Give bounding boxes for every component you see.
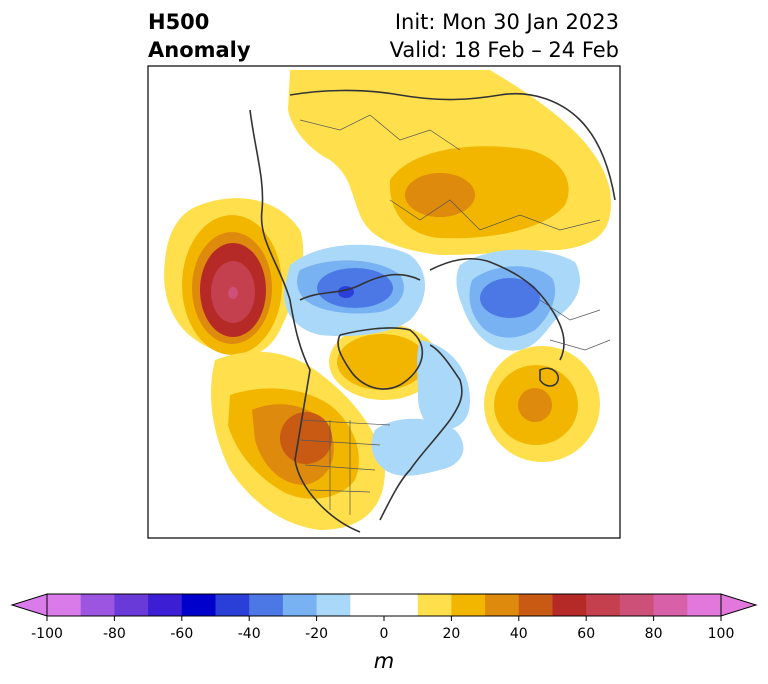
init-date: Init: Mon 30 Jan 2023	[394, 10, 619, 34]
colorbar-segment	[114, 594, 149, 616]
colorbar-ticks: -100 -80 -60 -40 -20 0 20 40 60 80 100	[31, 616, 734, 642]
colorbar-tick-label: -100	[31, 626, 63, 642]
colorbar-segment	[619, 594, 655, 616]
map-dates: Init: Mon 30 Jan 2023 Valid: 18 Feb – 24…	[390, 8, 619, 64]
map-frame	[147, 65, 621, 539]
colorbar-segment	[552, 594, 587, 616]
colorbar-tick-label: -80	[103, 626, 126, 642]
colorbar-segment	[417, 594, 452, 616]
anomaly-gulf-of-alaska	[164, 198, 304, 356]
colorbar-segment	[282, 594, 318, 616]
colorbar-segment	[47, 594, 82, 616]
colorbar-tick-label: -60	[170, 626, 193, 642]
title-line-2: Anomaly	[148, 38, 251, 62]
anomaly-north-atlantic	[484, 346, 600, 462]
colorbar-segment	[451, 594, 486, 616]
anomaly-canadian-arctic	[284, 244, 425, 337]
colorbar-segment	[249, 594, 284, 616]
colorbar-segment	[653, 594, 688, 616]
colorbar-segment	[181, 594, 216, 616]
anomaly-hudson-bay	[329, 324, 439, 400]
coastlines	[249, 89, 616, 533]
colorbar-unit: m	[374, 649, 394, 673]
colorbar-segment	[350, 594, 419, 616]
colorbar-segments	[10, 593, 758, 617]
colorbar-segment	[316, 594, 351, 616]
colorbar-segment	[148, 594, 183, 616]
colorbar-segment	[215, 594, 250, 616]
colorbar-tick-label: 100	[708, 626, 735, 642]
colorbar-tick-label: 60	[577, 626, 595, 642]
map-panel	[148, 66, 620, 538]
colorbar-segment	[485, 594, 520, 616]
colorbar-tick-label: 0	[380, 626, 389, 642]
valid-range: Valid: 18 Feb – 24 Feb	[389, 38, 619, 62]
colorbar-segment	[687, 594, 722, 616]
political-borders	[299, 114, 611, 515]
colorbar-segment	[518, 594, 553, 616]
colorbar-tick-label: -20	[305, 626, 328, 642]
colorbar-tick-label: 40	[510, 626, 528, 642]
map-title: H500 Anomaly	[148, 8, 251, 64]
colorbar-over-arrow	[720, 593, 758, 617]
colorbar-tick-label: 80	[645, 626, 663, 642]
title-line-1: H500	[148, 10, 210, 34]
colorbar-tick-label: -40	[238, 626, 261, 642]
colorbar-under-arrow	[10, 593, 48, 617]
anomaly-siberia	[288, 70, 611, 255]
colorbar-tick-label: 20	[442, 626, 460, 642]
colorbar-segment	[586, 594, 621, 616]
colorbar-segment	[80, 594, 115, 616]
